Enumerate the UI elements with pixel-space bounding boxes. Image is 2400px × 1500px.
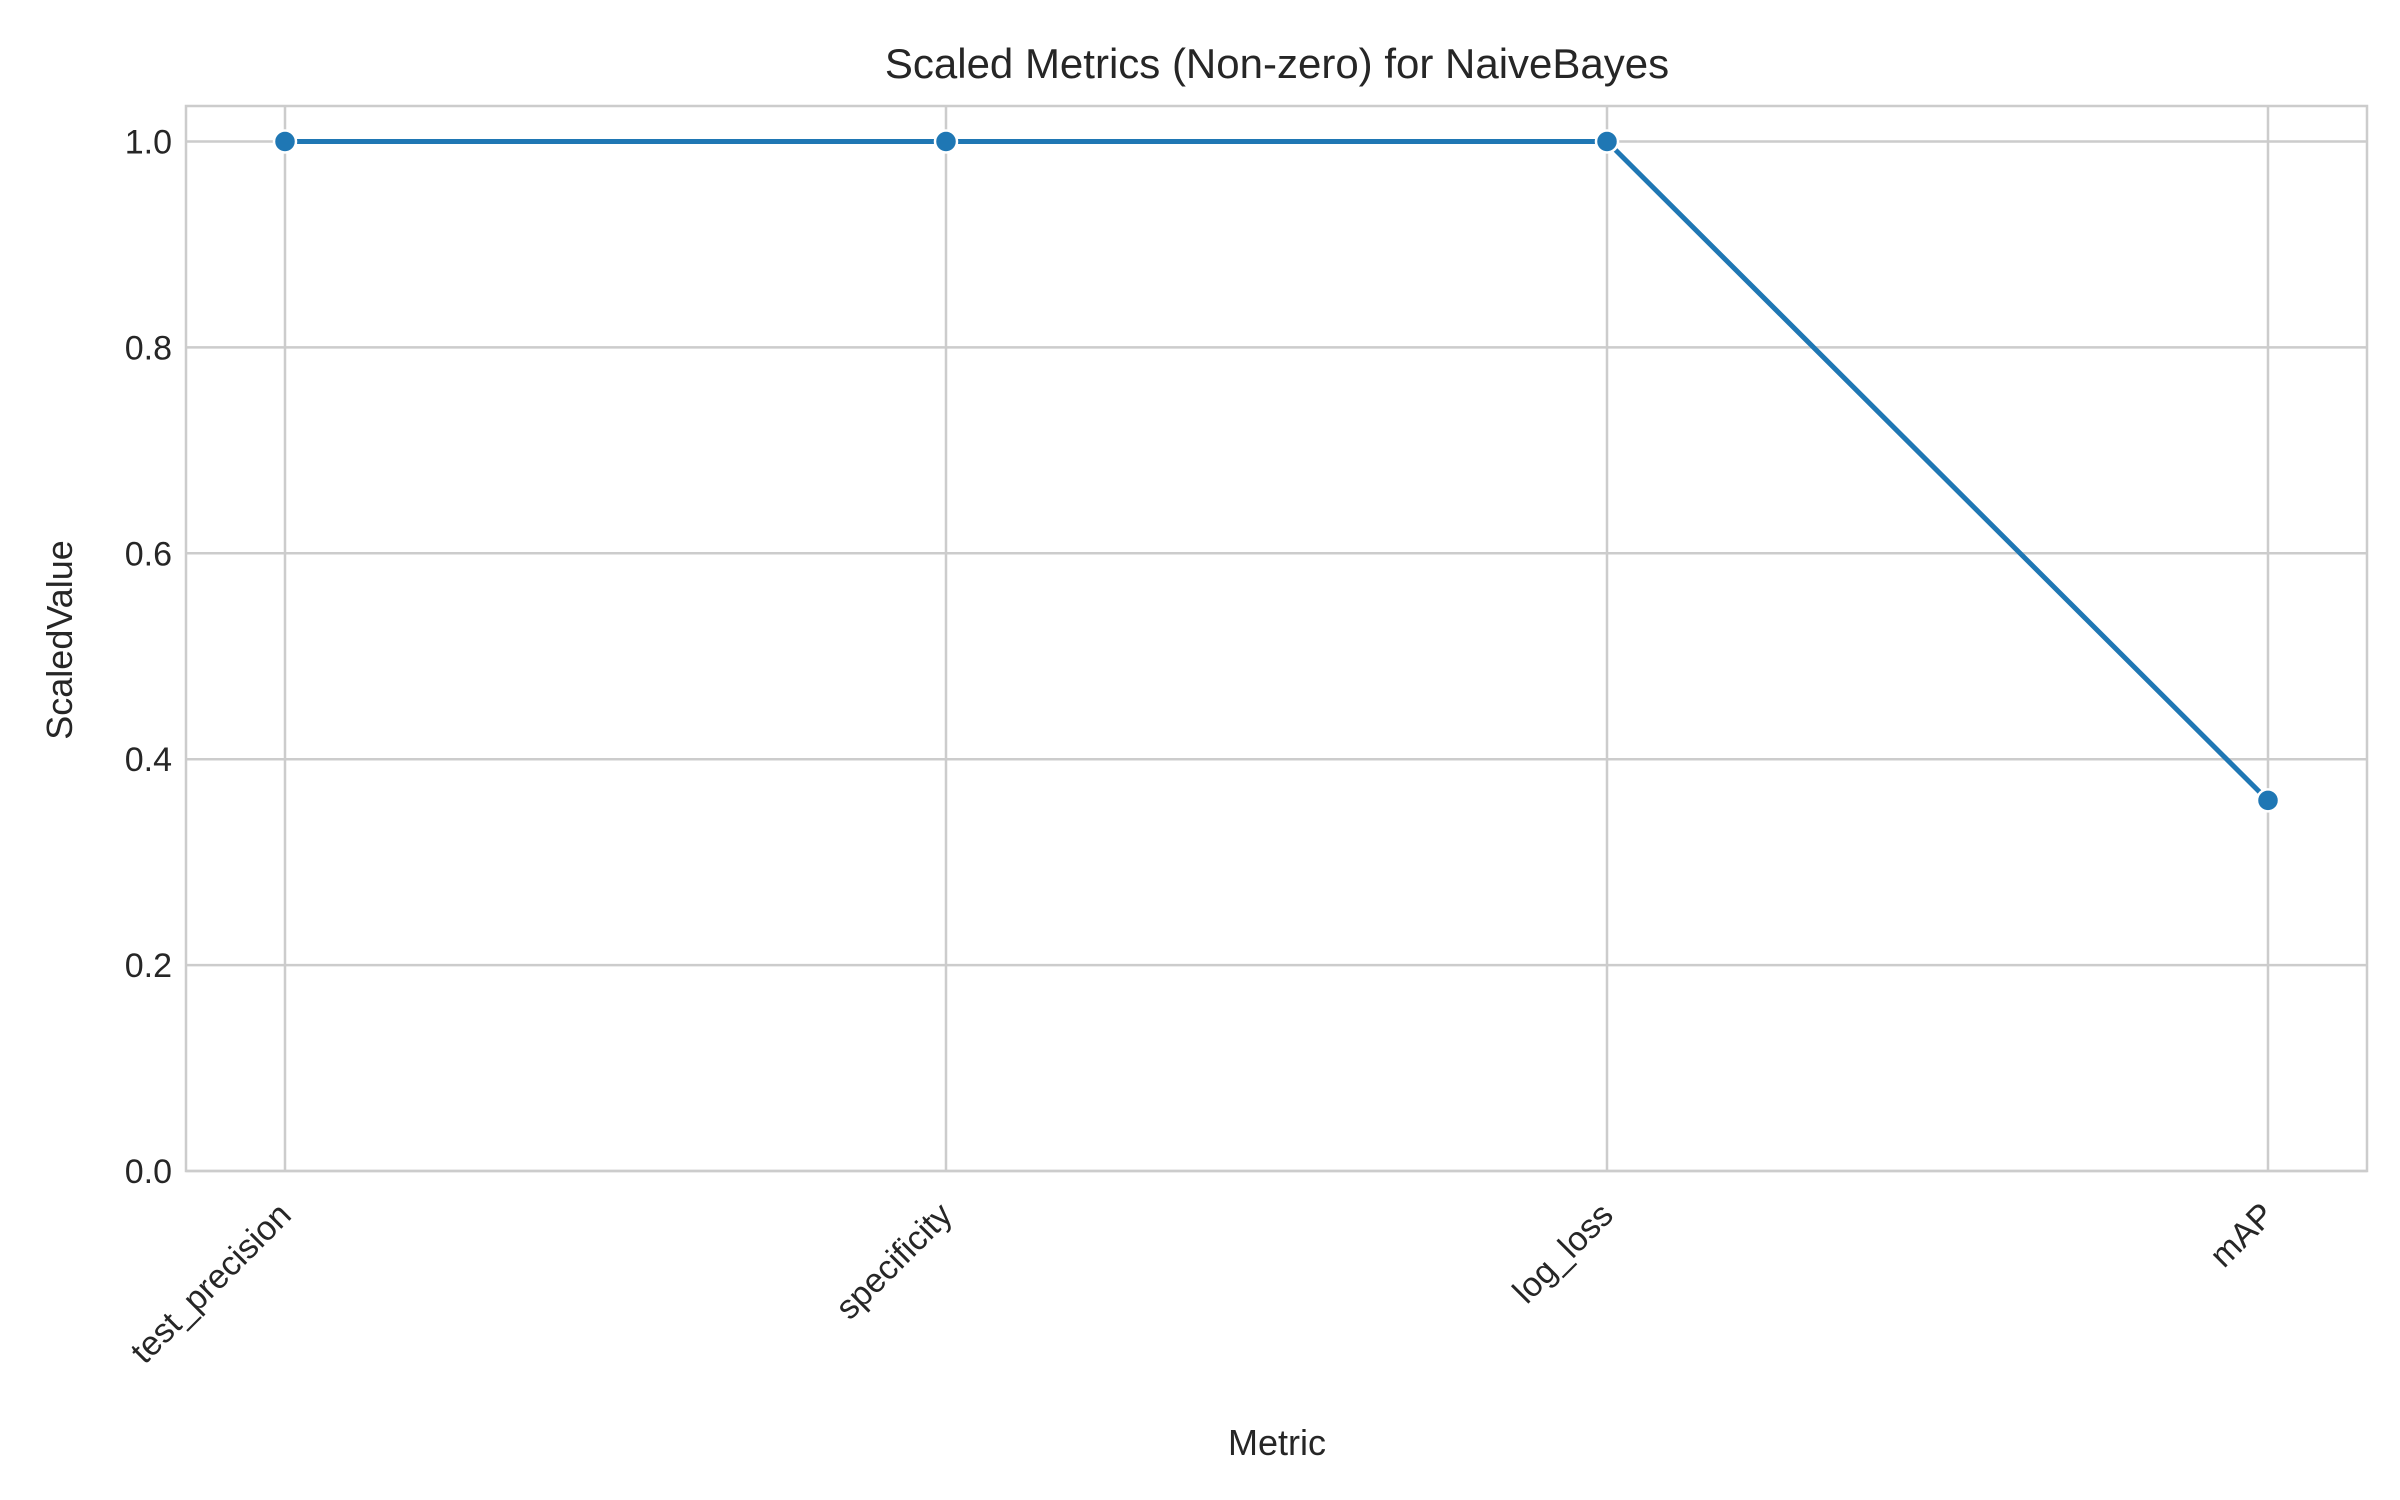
y-tick-label: 0.6: [125, 535, 172, 573]
y-tick-label: 0.2: [125, 947, 172, 985]
chart-title: Scaled Metrics (Non-zero) for NaiveBayes: [885, 40, 1669, 87]
data-point-specificity: [933, 129, 959, 154]
data-point-map: [2255, 788, 2281, 813]
y-axis-label: ScaledValue: [39, 540, 80, 739]
x-tick-label: test_precision: [123, 1196, 298, 1371]
y-tick-labels: 0.0 0.2 0.4 0.6 0.8 1.0: [125, 124, 172, 1191]
y-tick-label: 0.0: [125, 1153, 172, 1191]
plot-frame: [184, 104, 2369, 1173]
series-layer: [272, 129, 2281, 813]
y-tick-label: 0.4: [125, 741, 172, 779]
x-tick-labels: test_precision specificity log_loss mAP: [123, 1196, 2281, 1371]
y-tick-label: 0.8: [125, 329, 172, 367]
data-point-log-loss: [1594, 129, 1620, 154]
grid-layer: [186, 106, 2367, 1173]
x-axis-label: Metric: [1228, 1422, 1326, 1463]
x-tick-label: mAP: [2203, 1196, 2282, 1275]
y-tick-label: 1.0: [125, 124, 172, 162]
x-tick-label: specificity: [829, 1196, 960, 1327]
series-line: [282, 139, 2271, 803]
data-point-test-precision: [272, 129, 298, 154]
x-tick-label: log_loss: [1506, 1196, 1621, 1311]
